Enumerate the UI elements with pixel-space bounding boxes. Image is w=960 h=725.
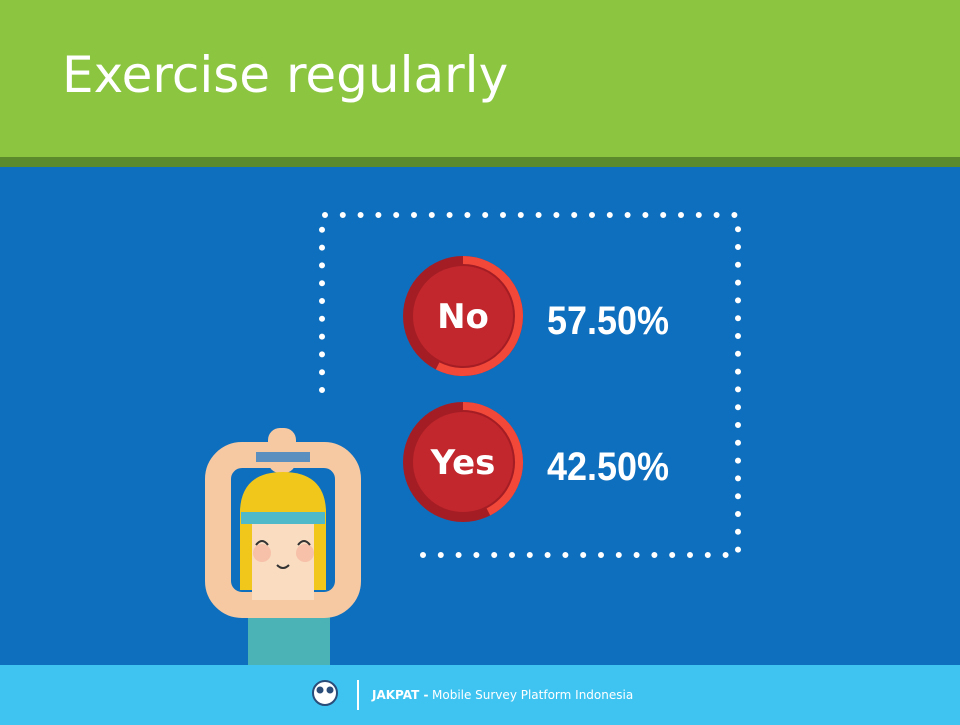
ring-arc bbox=[462, 402, 523, 516]
footer-brand: JAKPAT - bbox=[371, 688, 428, 702]
disc bbox=[413, 266, 513, 366]
footer-bar bbox=[0, 665, 960, 725]
page-title: Exercise regularly bbox=[62, 46, 508, 104]
answer-label: Yes bbox=[430, 443, 496, 483]
cheek bbox=[253, 544, 271, 562]
cheek bbox=[296, 544, 314, 562]
face bbox=[252, 512, 314, 600]
answer-label: No bbox=[437, 297, 489, 337]
header-bar bbox=[0, 0, 960, 157]
answer-value: 42.50% bbox=[547, 445, 669, 489]
footer-tagline: Mobile Survey Platform Indonesia bbox=[432, 688, 633, 702]
disc bbox=[413, 412, 513, 512]
headband bbox=[241, 512, 325, 524]
ring-arc bbox=[435, 256, 523, 376]
wristbands bbox=[256, 452, 310, 462]
footer-logo bbox=[312, 680, 359, 710]
face-lines bbox=[255, 540, 311, 569]
header-stripe bbox=[0, 157, 960, 167]
girl-illustration bbox=[205, 428, 361, 665]
answer-value: 57.50% bbox=[547, 299, 669, 343]
hands bbox=[268, 428, 296, 473]
